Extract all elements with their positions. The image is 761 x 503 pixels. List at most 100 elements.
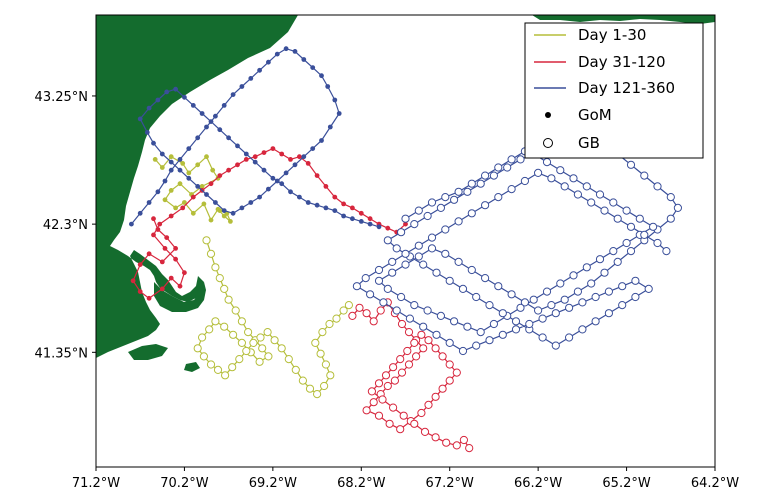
track-point-day-121-360-gb: [578, 298, 587, 307]
track-point-day-121-360-gb: [498, 309, 507, 318]
track-point-day-121-360-gb: [476, 179, 485, 188]
track-point-day-121-360-gom: [341, 213, 346, 219]
track-point-day-1-30-gb: [263, 328, 272, 337]
x-tick-label: 67.2°W: [426, 476, 474, 491]
track-point-day-121-360-gb: [397, 228, 406, 237]
track-point-day-1-30-gb: [332, 314, 341, 323]
track-point-day-31-120-gb: [389, 403, 398, 412]
x-tick-label: 69.2°W: [249, 476, 297, 491]
track-point-day-121-360-gb: [613, 214, 622, 223]
track-point-day-1-30-gom: [173, 205, 179, 211]
track-point-day-121-360-gb: [494, 282, 503, 291]
track-point-day-31-120-gb: [389, 363, 398, 372]
track-point-day-121-360-gb: [516, 155, 525, 164]
track-point-day-121-360-gom: [266, 59, 271, 65]
track-point-day-1-30-gom: [168, 154, 174, 160]
track-point-day-31-120-gom: [137, 289, 143, 294]
track-point-day-121-360-gb: [547, 301, 556, 310]
track-point-day-31-120-gb: [417, 408, 426, 418]
track-point-day-121-360-gb: [595, 190, 605, 199]
track-point-day-121-360-gb: [631, 276, 640, 285]
track-point-day-31-120-gb: [374, 411, 384, 420]
track-point-day-121-360-gb: [432, 330, 441, 339]
track-point-day-1-30-gb: [256, 333, 265, 342]
track-point-day-31-120-gom: [261, 150, 267, 156]
track-point-day-121-360-gb: [538, 314, 547, 323]
track-point-day-31-120-gb: [399, 411, 408, 420]
track-day-121-360-gb: [352, 120, 683, 356]
track-point-day-121-360-gb: [542, 287, 552, 296]
track-point-day-31-120-gb: [397, 368, 407, 377]
track-point-day-1-30-gb: [318, 328, 327, 337]
track-point-day-121-360-gb: [635, 214, 644, 223]
track-point-day-31-120-gb: [410, 338, 419, 347]
plot-frame: [95, 14, 716, 468]
track-point-day-31-120-gb: [404, 360, 414, 369]
track-point-day-121-360-gb: [463, 322, 472, 331]
track-point-day-121-360-gom: [168, 167, 174, 173]
track-point-day-31-120-gom: [130, 278, 136, 284]
track-point-day-1-30-gb: [193, 344, 202, 353]
track-point-day-1-30-gom: [201, 201, 207, 207]
track-point-day-121-360-gb: [366, 290, 375, 299]
track-point-day-121-360-gb: [618, 282, 627, 291]
track-day-31-120-gom: [130, 146, 408, 301]
track-point-day-121-360-gom: [226, 135, 232, 141]
track-point-day-31-120-gom: [332, 194, 338, 200]
track-point-day-121-360-gb: [507, 155, 516, 164]
track-point-day-31-120-gb: [369, 317, 378, 326]
track-point-day-121-360-gb: [427, 198, 437, 207]
track-point-day-121-360-gom: [204, 192, 209, 197]
track-point-day-121-360-gb: [436, 311, 445, 320]
track-point-day-121-360-gom: [221, 103, 227, 108]
track-point-day-121-360-gb: [649, 222, 658, 231]
track-point-day-121-360-gb: [604, 287, 614, 296]
track-point-day-121-360-gom: [239, 84, 245, 89]
track-point-day-121-360-gom: [173, 86, 179, 92]
track-point-day-121-360-gom: [204, 124, 209, 130]
track-point-day-121-360-gb: [463, 187, 472, 196]
legend-label-day-1-30: Day 1-30: [578, 26, 646, 44]
track-point-day-121-360-gom: [155, 189, 161, 195]
track-point-day-1-30-gom: [162, 197, 168, 203]
land-layer: [96, 15, 715, 372]
track-point-day-121-360-gom: [162, 178, 168, 184]
track-point-day-31-120-gb: [417, 330, 426, 339]
track-point-day-121-360-gb: [494, 193, 503, 202]
track-point-day-121-360-gb: [600, 206, 609, 215]
track-point-day-121-360-gb: [525, 319, 534, 329]
track-point-day-1-30-gom: [190, 210, 196, 216]
track-point-day-121-360-gb: [587, 279, 596, 288]
track-point-day-121-360-gb: [511, 317, 521, 326]
track-point-day-1-30-gom: [204, 154, 209, 160]
track-point-day-31-120-gb: [445, 360, 454, 369]
track-point-day-31-120-gom: [155, 227, 161, 232]
axes: 71.2°W 70.2°W 69.2°W 68.2°W 67.2°W 66.2°W 65.2…: [35, 90, 740, 491]
track-point-day-121-360-gb: [626, 247, 636, 256]
track-point-day-1-30-gb: [220, 284, 229, 293]
track-point-day-1-30-gb: [206, 249, 216, 258]
track-point-day-1-30-gom: [152, 157, 158, 162]
track-point-day-1-30-gb: [213, 365, 223, 374]
track-point-day-121-360-gom: [177, 167, 183, 173]
track-point-day-121-360-gb: [666, 193, 675, 202]
track-point-day-121-360-gom: [213, 200, 218, 205]
track-point-day-31-120-gb: [381, 371, 391, 380]
track-point-day-121-360-gom: [164, 89, 170, 95]
track-point-day-121-360-gb: [507, 185, 516, 194]
track-point-day-121-360-gb: [485, 301, 494, 310]
track-point-day-121-360-gb: [454, 217, 463, 226]
track-point-day-1-30-gb: [202, 236, 211, 245]
track-point-day-31-120-gb: [438, 384, 447, 393]
x-tick-label: 64.2°W: [691, 476, 739, 491]
track-point-day-31-120-gom: [403, 221, 408, 227]
x-tick-label: 71.2°W: [72, 476, 120, 491]
track-point-day-121-360-gb: [397, 292, 406, 302]
track-point-day-121-360-gb: [383, 236, 392, 245]
track-point-day-31-120-gb: [355, 303, 364, 312]
track-point-day-31-120-gb: [390, 376, 399, 385]
legend-label-day-31-120: Day 31-120: [578, 53, 666, 71]
track-point-day-121-360-gb: [441, 249, 450, 258]
track-point-day-121-360-gb: [640, 230, 649, 239]
